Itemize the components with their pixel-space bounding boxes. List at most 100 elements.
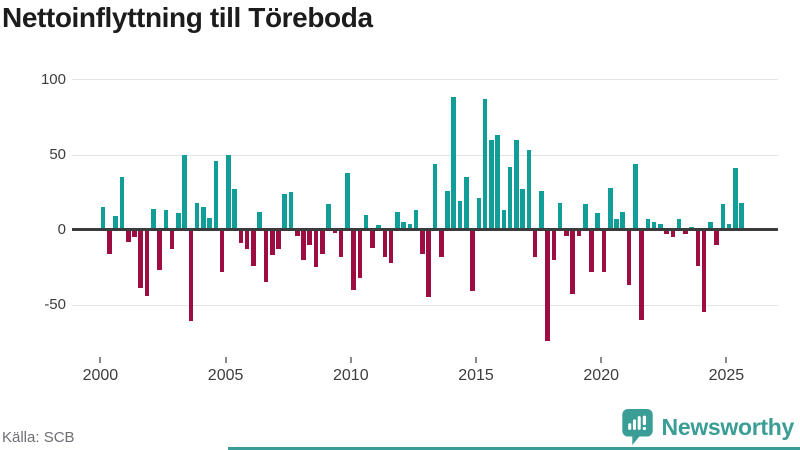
bar <box>294 229 300 236</box>
bar <box>457 201 463 230</box>
bar <box>201 207 206 230</box>
bar <box>100 207 106 230</box>
bar <box>207 217 212 230</box>
bar <box>607 187 613 230</box>
bar <box>445 190 450 230</box>
bar <box>301 229 306 260</box>
bar <box>395 211 400 230</box>
bar <box>420 229 425 254</box>
bar <box>739 202 744 230</box>
bar <box>132 229 137 238</box>
bar <box>382 229 388 257</box>
bar <box>708 222 713 230</box>
x-tick-mark <box>725 357 728 363</box>
bar <box>107 229 112 254</box>
bar <box>451 97 457 230</box>
bar <box>276 229 281 250</box>
bar <box>726 223 732 230</box>
bar <box>163 210 169 230</box>
x-tick-mark <box>600 357 603 363</box>
gridline-100 <box>72 79 778 81</box>
x-tick-label: 2000 <box>82 367 119 384</box>
bar <box>701 229 707 313</box>
x-tick-mark <box>99 357 102 363</box>
bar <box>576 229 582 236</box>
bar <box>695 229 701 266</box>
x-tick-label: 2025 <box>708 367 745 384</box>
bar <box>332 229 338 233</box>
bar <box>251 229 256 266</box>
y-tick-label: 0 <box>57 221 66 239</box>
source-note: Källa: SCB <box>2 429 75 446</box>
bar <box>532 229 538 257</box>
bar <box>194 202 200 230</box>
bar <box>432 163 438 230</box>
bar <box>351 229 356 290</box>
bar <box>658 223 663 230</box>
bar <box>520 189 525 230</box>
bar <box>326 204 331 230</box>
bar <box>125 229 131 242</box>
bar <box>639 229 644 320</box>
bar <box>357 229 363 278</box>
bar <box>482 98 488 230</box>
bar <box>551 229 557 260</box>
bar <box>388 229 394 263</box>
bar <box>676 219 682 230</box>
bar <box>664 229 669 235</box>
chart-title: Nettoinflyttning till Töreboda <box>2 2 373 33</box>
bar <box>495 135 500 230</box>
newsworthy-icon <box>621 408 653 446</box>
bar <box>282 193 288 230</box>
bar <box>157 229 162 271</box>
bar <box>219 229 225 272</box>
newsworthy-wordmark: Newsworthy <box>661 413 795 440</box>
bar <box>238 229 244 244</box>
bar <box>407 223 413 230</box>
x-tick-label: 2005 <box>207 367 244 384</box>
bar <box>601 229 607 272</box>
bar <box>263 229 269 283</box>
bar <box>733 168 738 230</box>
y-tick-label: -50 <box>44 296 66 314</box>
bar <box>213 160 219 230</box>
x-tick-label: 2015 <box>458 367 494 384</box>
bar <box>670 229 676 238</box>
bar <box>463 177 469 230</box>
bar <box>113 216 118 230</box>
bar <box>307 229 313 245</box>
bar <box>244 229 250 250</box>
bar <box>288 192 294 230</box>
bar <box>313 229 319 268</box>
bar <box>345 172 350 230</box>
bar <box>489 139 494 230</box>
bar <box>501 210 507 230</box>
bar <box>633 163 638 230</box>
bar <box>269 229 275 256</box>
bar <box>338 229 344 257</box>
bar <box>564 229 569 236</box>
brand-strip <box>228 447 800 450</box>
gridline-50 <box>72 154 778 156</box>
bar <box>539 190 544 230</box>
bar <box>320 229 325 254</box>
bar <box>557 202 563 230</box>
bar <box>614 219 619 230</box>
bar <box>138 229 144 289</box>
bar <box>226 154 231 230</box>
bar <box>545 229 550 341</box>
bar <box>720 204 726 230</box>
y-tick-label: 100 <box>40 70 66 88</box>
x-tick-mark <box>349 357 352 363</box>
bar <box>526 150 532 230</box>
bar <box>232 189 237 230</box>
bar <box>176 213 181 230</box>
bar <box>714 229 719 245</box>
bar <box>651 222 657 230</box>
x-tick-label: 2020 <box>583 367 619 384</box>
bar <box>589 229 594 272</box>
bar <box>645 219 651 230</box>
bar <box>401 222 406 230</box>
